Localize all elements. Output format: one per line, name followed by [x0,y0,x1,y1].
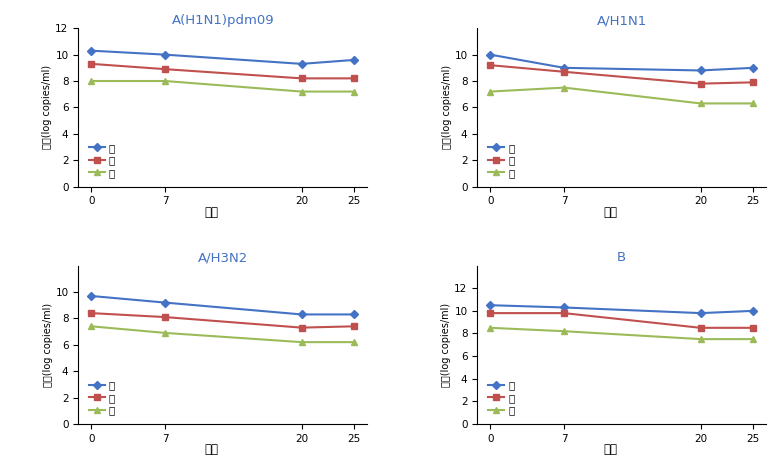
중 [160,314,170,320]
중 [486,62,495,68]
Line: 고: 고 [88,293,357,317]
저 [297,89,307,94]
Line: 저: 저 [488,85,756,106]
고 [87,48,96,54]
Line: 중: 중 [488,310,756,331]
고 [696,310,705,316]
중 [350,75,359,81]
고 [350,57,359,63]
저 [696,101,705,106]
고 [559,65,569,71]
저 [748,101,758,106]
Title: A/H1N1: A/H1N1 [597,14,647,27]
고 [297,61,307,67]
Y-axis label: 농도(log copies/ml): 농도(log copies/ml) [442,65,451,149]
고 [87,293,96,299]
X-axis label: 개월: 개월 [603,205,617,219]
중 [696,325,705,331]
중 [160,66,170,72]
중 [297,75,307,81]
고 [696,68,705,73]
저 [160,330,170,336]
저 [748,336,758,342]
Y-axis label: 농도(log copies/ml): 농도(log copies/ml) [42,303,52,387]
Line: 고: 고 [88,48,357,66]
저 [559,328,569,334]
저 [696,336,705,342]
중 [748,80,758,85]
중 [297,325,307,331]
Legend: 고, 중, 저: 고, 중, 저 [85,376,120,420]
X-axis label: 개월: 개월 [603,443,617,456]
Line: 중: 중 [88,310,357,330]
Legend: 고, 중, 저: 고, 중, 저 [484,139,518,182]
Line: 고: 고 [488,52,756,73]
저 [350,89,359,94]
저 [87,78,96,84]
Title: A(H1N1)pdm09: A(H1N1)pdm09 [171,14,274,27]
고 [559,305,569,310]
중 [559,310,569,316]
저 [160,78,170,84]
저 [87,324,96,329]
중 [559,69,569,74]
Line: 중: 중 [88,61,357,81]
Legend: 고, 중, 저: 고, 중, 저 [484,376,518,420]
저 [486,325,495,331]
고 [350,312,359,317]
중 [350,324,359,329]
저 [559,85,569,90]
Line: 저: 저 [88,324,357,345]
고 [748,65,758,71]
중 [696,81,705,87]
중 [748,325,758,331]
저 [297,339,307,345]
중 [87,310,96,316]
고 [297,312,307,317]
Y-axis label: 농도(log copies/ml): 농도(log copies/ml) [442,303,451,387]
중 [87,61,96,67]
Title: B: B [617,252,626,265]
Line: 저: 저 [88,78,357,94]
중 [486,310,495,316]
고 [486,302,495,308]
Y-axis label: 농도(log copies/ml): 농도(log copies/ml) [42,65,52,149]
고 [748,308,758,314]
Line: 중: 중 [488,63,756,86]
고 [160,52,170,57]
고 [486,52,495,57]
고 [160,300,170,305]
Line: 고: 고 [488,302,756,316]
Title: A/H3N2: A/H3N2 [198,252,248,265]
저 [350,339,359,345]
저 [486,89,495,94]
X-axis label: 개월: 개월 [204,205,218,219]
Legend: 고, 중, 저: 고, 중, 저 [85,139,120,182]
Line: 저: 저 [488,325,756,342]
X-axis label: 개월: 개월 [204,443,218,456]
